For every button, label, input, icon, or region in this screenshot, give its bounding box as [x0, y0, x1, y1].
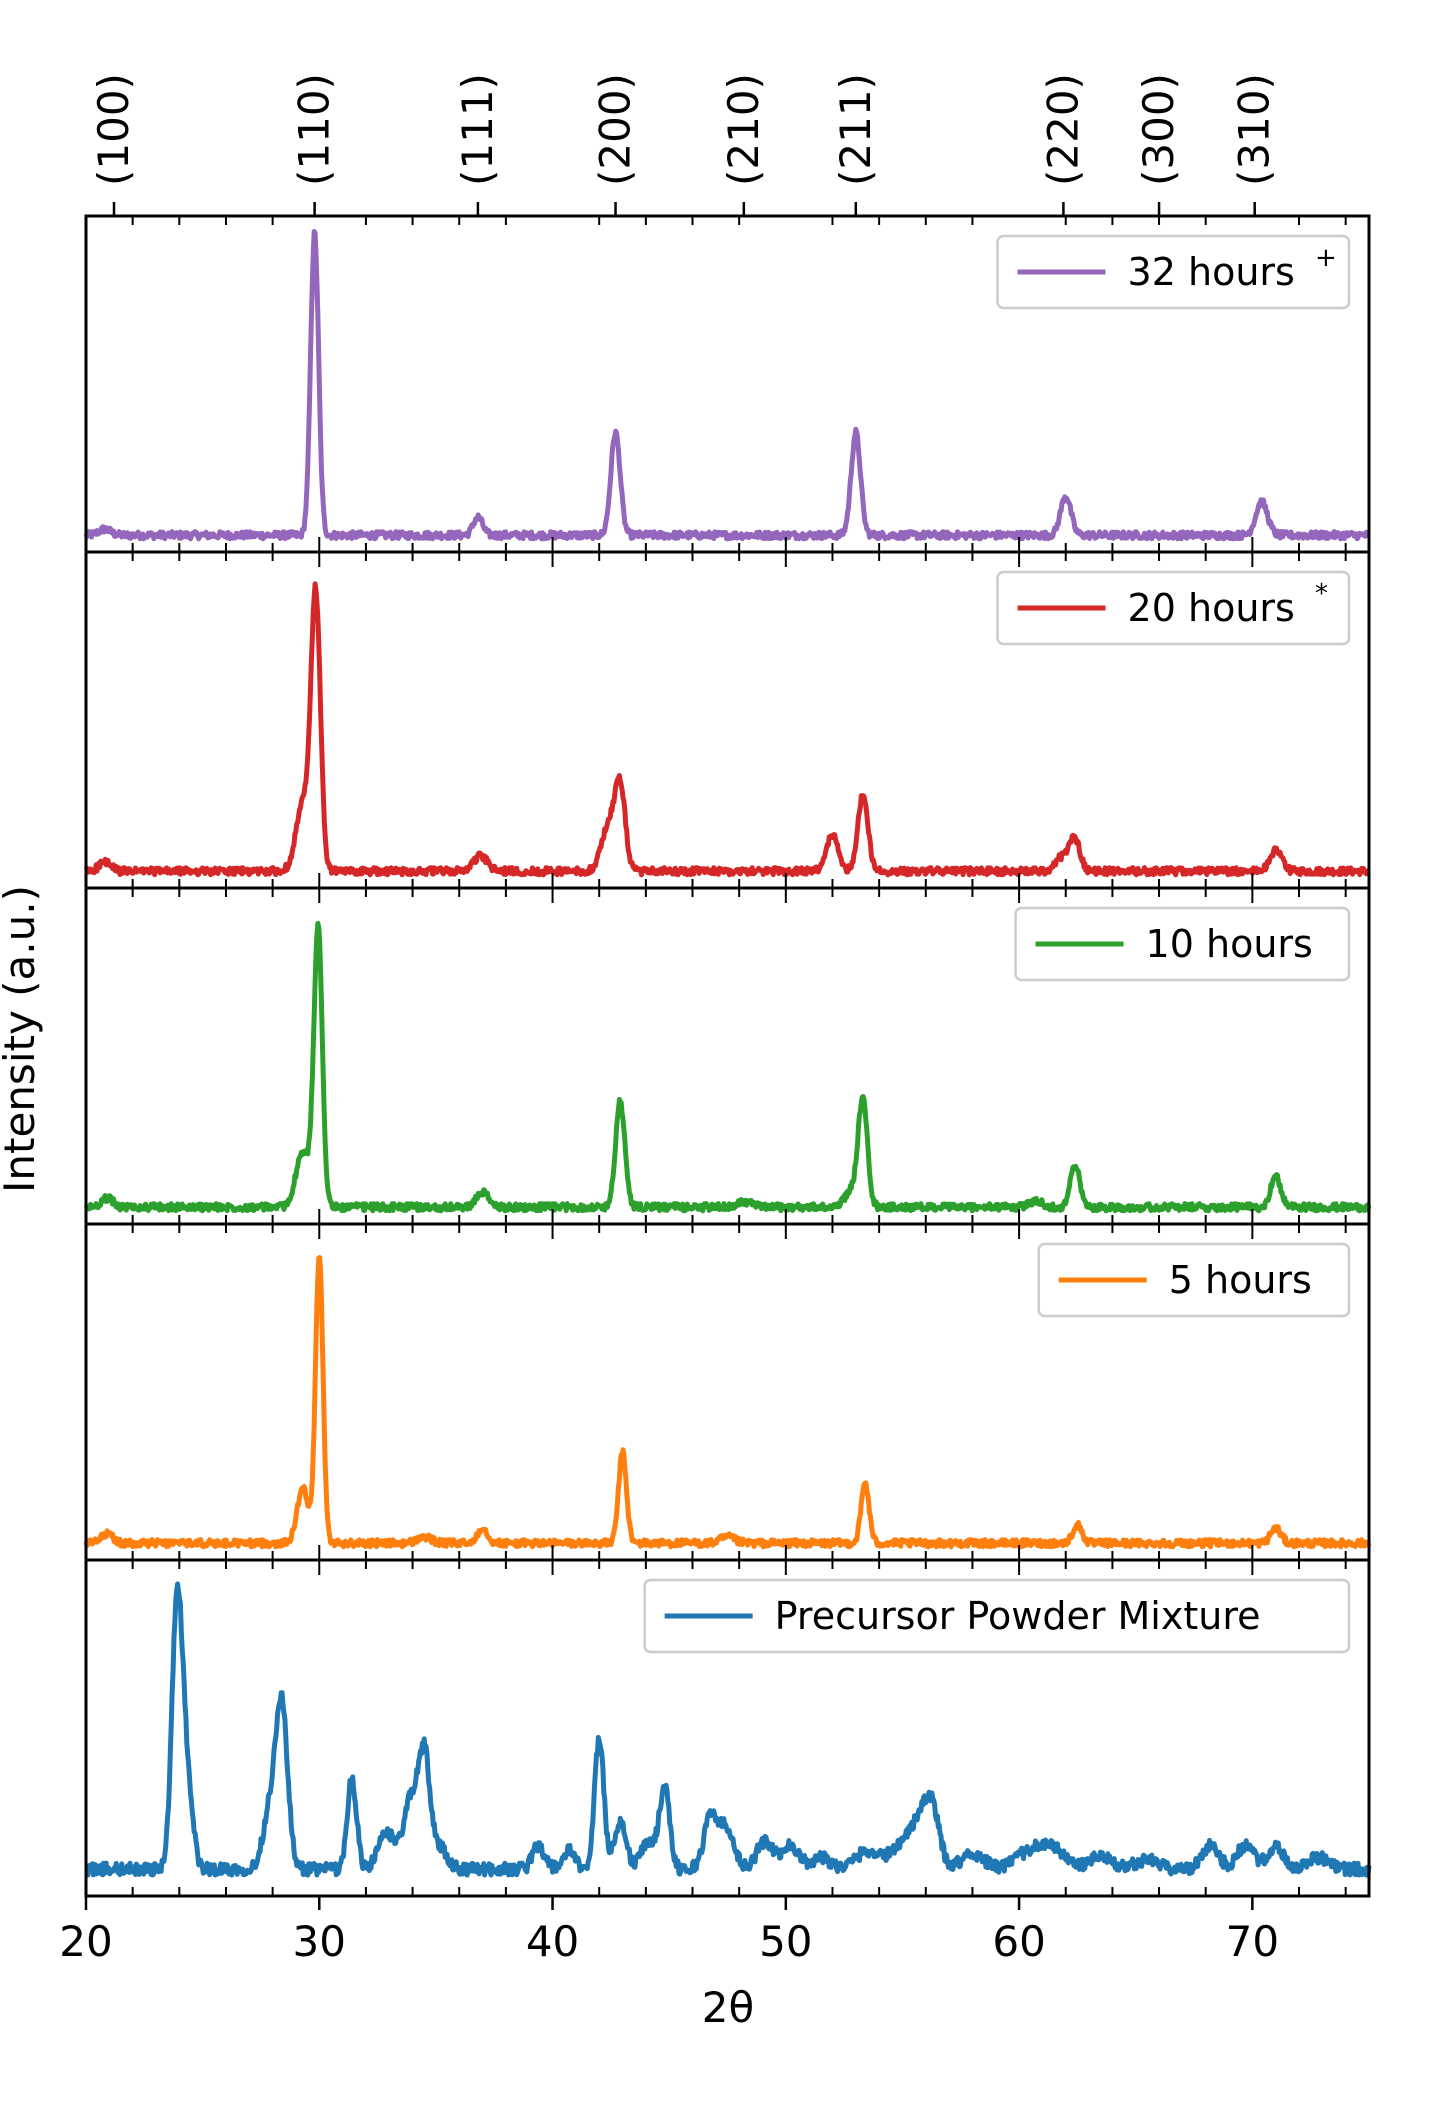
x-axis-label: 2θ	[702, 1983, 754, 2032]
x-tick-label: 40	[526, 1917, 579, 1966]
top-tick-label: (111)	[453, 73, 502, 186]
legend-label: 32 hours	[1128, 250, 1295, 294]
panel-10-hours: 10 hours	[83, 886, 1372, 1226]
legend: 5 hours	[1037, 1242, 1351, 1318]
top-tick-label: (211)	[831, 73, 880, 186]
legend: 20 hours *	[996, 570, 1351, 646]
top-tick-label: (110)	[290, 73, 339, 186]
legend-box	[643, 1578, 1351, 1654]
top-tick-label: (210)	[719, 73, 768, 186]
panels-layer: 32 hours +20 hours * 10 hours 5 hours Precurs…	[83, 214, 1372, 1898]
series-line	[83, 229, 1371, 542]
panel-32-hours: 32 hours +	[83, 214, 1371, 554]
x-tick-label: 50	[759, 1917, 812, 1966]
legend-box	[996, 570, 1351, 646]
bottom-axis: 20 30 40 50 60 70	[59, 1896, 1279, 1966]
panel-frame	[84, 1558, 1371, 1898]
legend-box	[1037, 1242, 1351, 1318]
legend: Precursor Powder Mixture	[643, 1578, 1351, 1654]
legend-box	[996, 234, 1351, 310]
series-line	[83, 581, 1371, 878]
legend: 10 hours	[1014, 906, 1351, 982]
legend-label: 5 hours	[1169, 1258, 1312, 1302]
legend-marker: +	[1315, 243, 1337, 273]
legend-marker: *	[1315, 579, 1328, 609]
top-tick-label: (100)	[89, 73, 138, 186]
panel-precursor-powder-mixture: Precursor Powder Mixture	[84, 1558, 1372, 1898]
top-axis: (100) (110) (111) (200) (210) (211) (220) (300)…	[89, 73, 1279, 216]
x-tick-label: 20	[59, 1917, 112, 1966]
legend-box	[1014, 906, 1351, 982]
x-tick-label: 70	[1226, 1917, 1279, 1966]
legend-label: Precursor Powder Mixture	[775, 1594, 1261, 1638]
y-axis-label: Intensity (a.u.)	[0, 885, 44, 1193]
panel-20-hours: 20 hours *	[83, 550, 1371, 890]
legend-label: 10 hours	[1146, 922, 1313, 966]
legend: 32 hours +	[996, 234, 1351, 310]
legend-label: 20 hours	[1128, 586, 1295, 630]
top-tick-label: (220)	[1038, 73, 1087, 186]
x-tick-label: 60	[992, 1917, 1045, 1966]
panel-5-hours: 5 hours	[83, 1222, 1372, 1562]
top-tick-label: (300)	[1134, 73, 1183, 186]
series-line	[83, 920, 1372, 1214]
top-tick-label: (310)	[1230, 73, 1279, 186]
series-line	[83, 1255, 1372, 1550]
top-tick-label: (200)	[591, 73, 640, 186]
series-line	[84, 1581, 1372, 1878]
x-tick-label: 30	[293, 1917, 346, 1966]
